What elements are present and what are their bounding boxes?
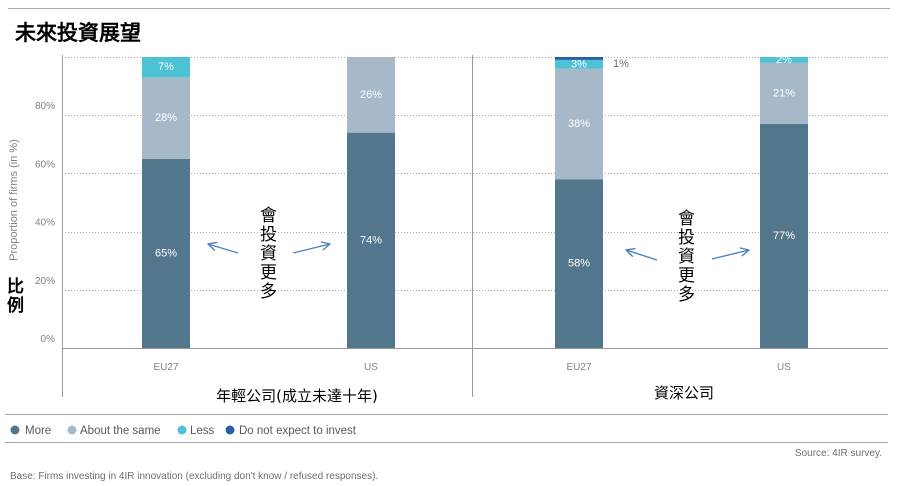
legend-swatch-icon	[68, 426, 77, 435]
y-tick-label: 60%	[35, 159, 55, 170]
data-label: 65%	[155, 247, 177, 259]
data-label: 2%	[776, 54, 792, 66]
legend-item-about-the-same: About the same	[68, 425, 161, 437]
x-tick-label: EU27	[566, 362, 591, 373]
bars	[142, 57, 808, 348]
data-label: 21%	[773, 87, 795, 99]
legend: More About the same Less Do not expect t…	[11, 425, 357, 437]
legend-item-do-not-expect-to-invest: Do not expect to invest	[226, 425, 357, 437]
y-tick-label: 0%	[41, 334, 56, 345]
data-label: 3%	[571, 58, 587, 70]
y-tick-label: 20%	[35, 276, 55, 287]
group-label-young-firms: 年輕公司(成立未達十年)	[216, 387, 378, 405]
x-tick-label: US	[364, 362, 378, 373]
data-label: 28%	[155, 112, 177, 124]
x-tick-label: US	[777, 362, 791, 373]
x-tick-label: EU27	[153, 362, 178, 373]
arrow-left-icon	[208, 244, 238, 253]
source-note: Source: 4IR survey.	[795, 448, 882, 459]
legend-label: About the same	[80, 425, 161, 437]
data-label: 7%	[158, 61, 174, 73]
data-label: 26%	[360, 89, 382, 101]
y-tick-label: 80%	[35, 101, 55, 112]
base-note: Base: Firms investing in 4IR innovation …	[10, 471, 378, 482]
legend-label: Less	[190, 425, 215, 437]
arrow-right-icon	[293, 244, 330, 253]
arrow-right-icon	[712, 250, 749, 259]
data-label: 38%	[568, 118, 590, 130]
y-axis-label: Proportion of firms (in %)	[8, 139, 20, 261]
data-label: 74%	[360, 234, 382, 246]
legend-item-more: More	[11, 425, 52, 437]
legend-swatch-icon	[178, 426, 187, 435]
group-label-established-firms: 資深公司	[654, 384, 714, 402]
legend-swatch-icon	[226, 426, 235, 435]
data-label: 58%	[568, 258, 590, 270]
data-label: 77%	[773, 230, 795, 242]
legend-item-less: Less	[178, 425, 215, 437]
data-label: 1%	[613, 58, 629, 70]
legend-swatch-icon	[11, 426, 20, 435]
legend-label: More	[25, 425, 51, 437]
chart-title: 未來投資展望	[15, 21, 141, 45]
arrow-left-icon	[626, 250, 657, 260]
annotation-invest-more: 會投資更多	[256, 206, 276, 301]
annotation-invest-more: 會投資更多	[674, 209, 694, 304]
y-axis-note: 比例	[3, 277, 23, 315]
legend-label: Do not expect to invest	[239, 425, 357, 437]
y-tick-label: 40%	[35, 218, 55, 229]
